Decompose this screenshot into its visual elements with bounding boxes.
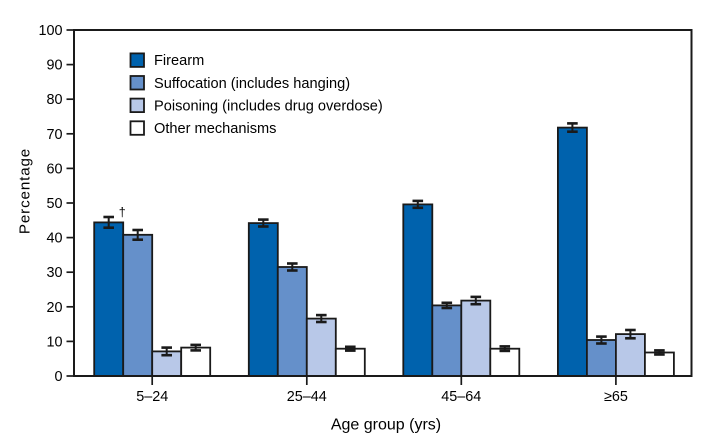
svg-text:40: 40 xyxy=(46,231,62,247)
svg-text:Firearm: Firearm xyxy=(154,53,204,69)
svg-text:70: 70 xyxy=(46,127,62,143)
svg-text:60: 60 xyxy=(46,161,62,177)
svg-text:Suffocation (includes hanging): Suffocation (includes hanging) xyxy=(154,76,350,92)
svg-text:30: 30 xyxy=(46,265,62,281)
svg-text:10: 10 xyxy=(46,334,62,350)
svg-text:Other mechanisms: Other mechanisms xyxy=(154,121,276,137)
svg-text:80: 80 xyxy=(46,92,62,108)
svg-text:≥65: ≥65 xyxy=(604,389,628,405)
svg-text:Age group (yrs): Age group (yrs) xyxy=(331,417,441,434)
svg-text:100: 100 xyxy=(38,23,62,39)
svg-text:25–44: 25–44 xyxy=(287,389,327,405)
svg-text:50: 50 xyxy=(46,196,62,212)
svg-text:†: † xyxy=(119,206,126,220)
svg-text:90: 90 xyxy=(46,58,62,74)
svg-text:45–64: 45–64 xyxy=(441,389,481,405)
svg-text:5–24: 5–24 xyxy=(136,389,168,405)
svg-text:Percentage: Percentage xyxy=(17,148,34,234)
svg-text:20: 20 xyxy=(46,300,62,316)
svg-text:0: 0 xyxy=(54,369,62,385)
svg-text:Poisoning (includes drug overd: Poisoning (includes drug overdose) xyxy=(154,98,383,114)
